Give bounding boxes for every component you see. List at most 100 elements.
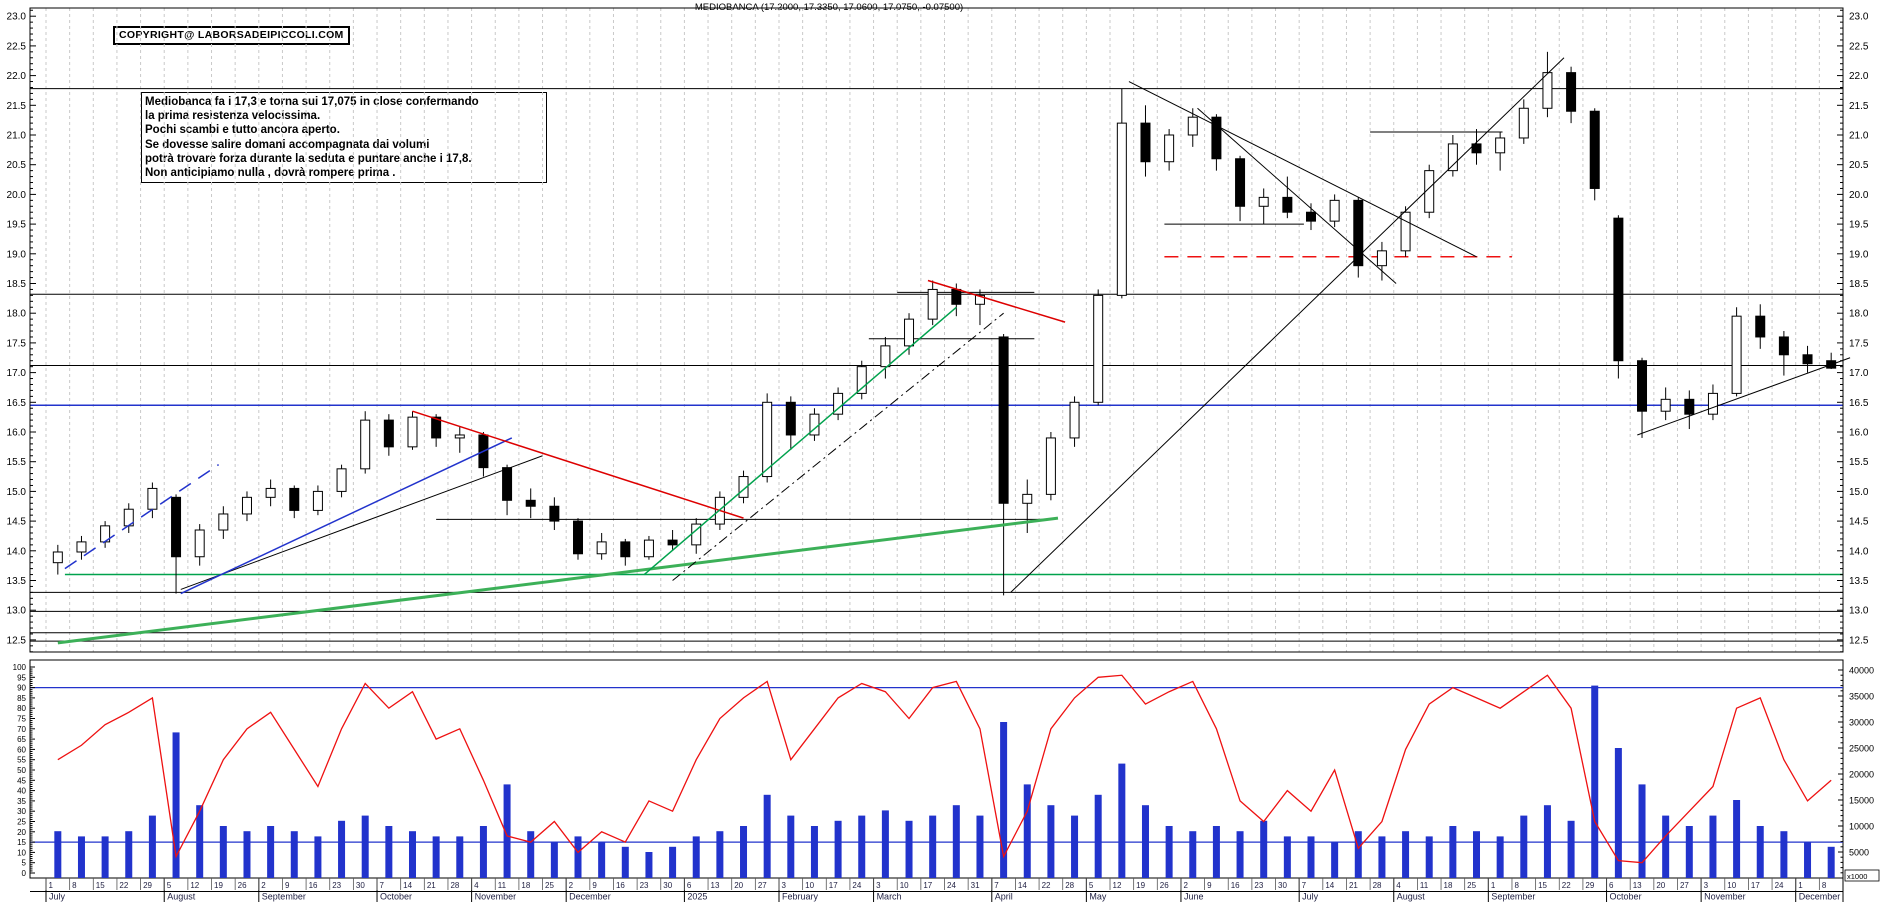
candle-down [502, 467, 513, 501]
volume-bar [527, 831, 535, 878]
svg-text:4: 4 [474, 881, 479, 890]
svg-text:8: 8 [1514, 881, 1519, 890]
volume-bar [1307, 836, 1315, 878]
volume-bar [1496, 836, 1504, 878]
svg-text:23: 23 [640, 881, 649, 890]
svg-text:18: 18 [521, 881, 530, 890]
svg-text:June: June [1184, 892, 1204, 902]
svg-text:x1000: x1000 [1847, 872, 1867, 881]
volume-bar [1449, 826, 1457, 878]
svg-text:40: 40 [17, 787, 26, 796]
svg-text:25: 25 [17, 818, 26, 827]
svg-text:14.0: 14.0 [1849, 546, 1869, 557]
svg-text:23.0: 23.0 [7, 12, 27, 23]
svg-text:22.5: 22.5 [1849, 41, 1869, 52]
candle-up [927, 288, 938, 320]
volume-bar [692, 836, 700, 878]
volume-bar [101, 836, 109, 878]
annotation-box: Mediobanca fa i 17,3 e torna sui 17,075 … [141, 92, 547, 184]
svg-text:19.0: 19.0 [7, 249, 27, 260]
volume-bar [787, 815, 795, 878]
svg-text:23: 23 [1254, 881, 1263, 890]
candle-up [1164, 134, 1175, 163]
svg-text:55: 55 [17, 756, 26, 765]
volume-bar [267, 826, 275, 878]
annotation-line: Non anticipiamo nulla , dovrà rompere pr… [145, 167, 396, 180]
volume-unit-box: x1000 [1844, 869, 1880, 882]
candle-down [431, 416, 442, 439]
volume-bar [669, 846, 677, 878]
svg-text:18.5: 18.5 [1849, 279, 1869, 290]
candle-down [667, 539, 678, 546]
volume-bar [1520, 815, 1528, 878]
volume-bar [172, 732, 180, 878]
candle-up [312, 490, 323, 511]
annotation-line: Pochi scambi e tutto ancora aperto. [145, 124, 340, 137]
svg-text:9: 9 [285, 881, 290, 890]
svg-text:March: March [877, 892, 902, 902]
svg-text:12: 12 [1113, 881, 1122, 890]
volume-bar [1094, 794, 1102, 878]
candle-up [147, 487, 158, 510]
svg-text:18.0: 18.0 [1849, 309, 1869, 320]
svg-text:6: 6 [687, 881, 692, 890]
svg-text:16.0: 16.0 [1849, 428, 1869, 439]
svg-text:13.5: 13.5 [1849, 576, 1869, 587]
volume-bar [1591, 685, 1599, 878]
svg-text:80: 80 [17, 704, 26, 713]
svg-text:February: February [782, 892, 819, 902]
volume-bar [1638, 784, 1646, 878]
candle-down [1778, 336, 1789, 356]
volume-bar [1165, 826, 1173, 878]
candle-up [1707, 392, 1718, 415]
annotation-line: Mediobanca fa i 17,3 e torna sui 17,075 … [145, 96, 479, 108]
volume-bars [54, 685, 1835, 878]
svg-text:95: 95 [17, 673, 26, 682]
candle-down [1235, 158, 1246, 207]
svg-text:20: 20 [734, 881, 743, 890]
volume-bar [952, 805, 960, 878]
candle-down [549, 505, 560, 522]
volume-bar [432, 836, 440, 878]
svg-text:14.0: 14.0 [7, 546, 27, 557]
candle-up [738, 476, 749, 498]
candle-up [1093, 294, 1104, 403]
candle-up [762, 401, 773, 478]
svg-text:20.5: 20.5 [1849, 160, 1869, 171]
price-axis: 12.5 12.5 13.0 13.0 13.5 13.5 14.0 14.0 14.5 14.5… [7, 9, 1869, 653]
svg-text:17: 17 [829, 881, 838, 890]
annotation-line: Se dovesse salire domani accompagnata da… [145, 138, 430, 151]
volume-bar [1331, 841, 1339, 878]
svg-text:24: 24 [947, 881, 956, 890]
svg-text:July: July [49, 892, 66, 902]
candle-down [171, 496, 182, 558]
svg-text:22.0: 22.0 [7, 71, 27, 82]
svg-text:65: 65 [17, 735, 26, 744]
svg-text:9: 9 [592, 881, 597, 890]
candle-up [1258, 196, 1269, 207]
volume-bar [148, 815, 156, 878]
candle-up [76, 541, 87, 553]
svg-text:20.5: 20.5 [7, 160, 27, 171]
svg-text:12.5: 12.5 [1849, 635, 1869, 646]
candle-up [880, 345, 891, 368]
svg-text:0: 0 [22, 869, 27, 878]
svg-text:15: 15 [17, 838, 26, 847]
candle-up [1069, 401, 1080, 439]
svg-text:21.0: 21.0 [7, 131, 27, 142]
svg-text:15: 15 [1538, 881, 1547, 890]
candle-up [218, 513, 229, 531]
volume-bar [1071, 815, 1079, 878]
svg-text:2025: 2025 [687, 892, 707, 902]
svg-text:14.5: 14.5 [7, 517, 27, 528]
volume-bar [1354, 831, 1362, 878]
svg-text:20.0: 20.0 [1849, 190, 1869, 201]
volume-bar [1756, 826, 1764, 878]
svg-text:10000: 10000 [1849, 822, 1874, 832]
svg-text:19.5: 19.5 [7, 220, 27, 231]
volume-bar [196, 805, 204, 878]
svg-text:28: 28 [1373, 881, 1382, 890]
svg-text:17.0: 17.0 [1849, 368, 1869, 379]
candle-up [1518, 107, 1529, 139]
